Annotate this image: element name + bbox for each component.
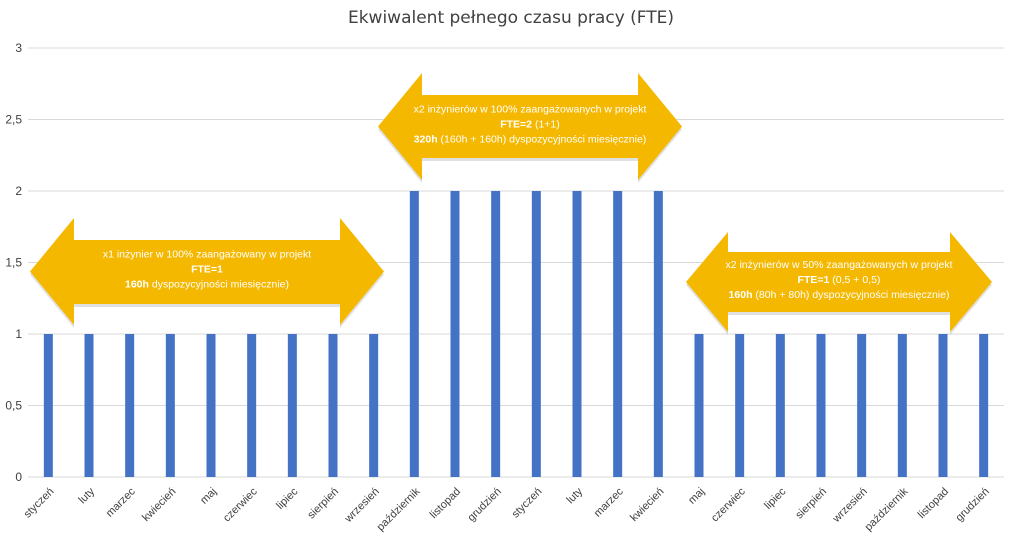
x-tick-label: styczeń: [22, 486, 57, 521]
callout-arrow: x2 inżynierów w 50% zaangażowanych w pro…: [686, 232, 992, 335]
bar: [938, 334, 948, 477]
y-axis-ticks: 0 0,5 1 1,5 2 2,5 3: [5, 41, 22, 484]
bar: [531, 191, 541, 477]
x-axis-ticks: styczeń luty marzec kwiecień maj czerwiec lipi…: [22, 485, 992, 533]
y-tick-label: 1,5: [5, 256, 22, 270]
callout-line: 160h dyspozycyjności miesięcznie): [125, 279, 289, 291]
x-tick-label: marzec: [592, 485, 626, 519]
y-tick-label: 3: [15, 41, 22, 55]
bar: [572, 191, 582, 477]
x-tick-label: listopad: [916, 486, 951, 521]
bar: [735, 334, 745, 477]
callout-shape: [378, 73, 682, 180]
x-tick-label: luty: [77, 485, 98, 506]
y-tick-label: 2,5: [5, 113, 22, 127]
bar: [84, 334, 94, 477]
x-tick-label: grudzień: [953, 486, 991, 524]
bar: [165, 334, 175, 477]
y-tick-label: 1: [15, 327, 22, 341]
callout-shape: [686, 232, 992, 332]
bar: [694, 334, 704, 477]
x-tick-label: styczeń: [510, 486, 545, 521]
x-tick-label: maj: [198, 486, 219, 507]
y-tick-label: 2: [15, 184, 22, 198]
bar: [287, 334, 297, 477]
bar: [491, 191, 501, 477]
bar: [653, 191, 663, 477]
y-tick-label: 0: [15, 470, 22, 484]
callout-line: FTE=1: [191, 264, 223, 276]
bar: [369, 334, 379, 477]
x-tick-label: październik: [863, 485, 911, 533]
x-tick-label: wrzesień: [342, 486, 382, 526]
bar: [897, 334, 907, 477]
y-tick-label: 0,5: [5, 399, 22, 413]
x-tick-label: czerwiec: [221, 485, 260, 524]
x-tick-label: lipiec: [274, 485, 301, 512]
callout-line: FTE=2 (1+1): [500, 119, 560, 131]
bar: [857, 334, 867, 477]
x-tick-label: kwiecień: [140, 486, 178, 524]
x-tick-label: czerwiec: [709, 485, 748, 524]
x-tick-label: kwiecień: [628, 486, 666, 524]
x-tick-label: wrzesień: [830, 486, 870, 526]
callout-line: 160h (80h + 80h) dyspozycyjności miesięc…: [729, 289, 950, 301]
callout-arrow: x2 inżynierów w 100% zaangażowanych w pr…: [378, 73, 682, 183]
callouts: x1 inżynier w 100% zaangażowany w projek…: [30, 73, 992, 335]
bars: [43, 191, 989, 477]
callout-shape: [30, 218, 384, 325]
x-tick-label: grudzień: [465, 486, 503, 524]
chart-title: Ekwiwalent pełnego czasu pracy (FTE): [348, 8, 674, 28]
bar: [43, 334, 53, 477]
callout-line: x2 inżynierów w 50% zaangażowanych w pro…: [725, 259, 952, 271]
bar: [613, 191, 623, 477]
x-tick-label: sierpień: [793, 486, 829, 522]
bar: [979, 334, 989, 477]
bar: [450, 191, 460, 477]
x-tick-label: lipiec: [762, 485, 789, 512]
bar: [775, 334, 785, 477]
callout-arrow: x1 inżynier w 100% zaangażowany w projek…: [30, 218, 384, 328]
x-tick-label: sierpień: [305, 486, 341, 522]
callout-line: 320h (160h + 160h) dyspozycyjności miesi…: [414, 134, 647, 146]
bar: [328, 334, 338, 477]
bar: [409, 191, 419, 477]
callout-line: x1 inżynier w 100% zaangażowany w projek…: [103, 249, 311, 261]
callout-line: x2 inżynierów w 100% zaangażowanych w pr…: [414, 104, 647, 116]
bar: [125, 334, 135, 477]
bar: [247, 334, 257, 477]
x-tick-label: maj: [686, 486, 707, 507]
x-tick-label: październik: [375, 485, 423, 533]
bar: [816, 334, 826, 477]
callout-line: FTE=1 (0,5 + 0,5): [798, 274, 881, 286]
x-tick-label: marzec: [104, 485, 138, 519]
x-tick-label: luty: [565, 485, 586, 506]
bar: [206, 334, 216, 477]
x-tick-label: listopad: [428, 486, 463, 521]
